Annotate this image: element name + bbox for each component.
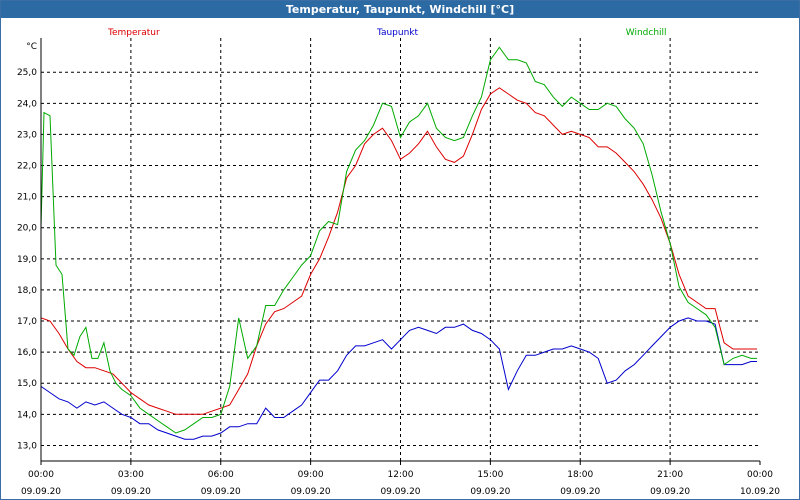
y-tick-label: 13,0: [17, 441, 37, 451]
y-tick-label: 19,0: [17, 255, 37, 265]
y-tick-label: 15,0: [17, 379, 37, 389]
x-tick-time: 03:00: [118, 470, 144, 480]
x-tick-date: 09.09.20: [650, 487, 690, 497]
y-tick-label: 18,0: [17, 286, 37, 296]
window-title: Temperatur, Taupunkt, Windchill [°C]: [1, 1, 799, 18]
legend-windchill: Windchill: [626, 28, 667, 38]
legend: Temperatur Taupunkt Windchill: [107, 28, 667, 38]
axes: [40, 38, 761, 465]
x-tick-time: 09:00: [298, 470, 324, 480]
legend-taupunkt: Taupunkt: [376, 28, 419, 38]
y-axis-unit: °C: [26, 42, 37, 52]
y-tick-label: 24,0: [17, 99, 37, 109]
x-tick-time: 15:00: [477, 470, 503, 480]
legend-temperatur: Temperatur: [107, 28, 160, 38]
x-tick-time: 00:00: [747, 470, 773, 480]
y-tick-label: 17,0: [17, 317, 37, 327]
y-tick-label: 20,0: [17, 224, 37, 234]
y-tick-label: 14,0: [17, 410, 37, 420]
series-group: [41, 46, 757, 440]
y-tick-label: 22,0: [17, 162, 37, 172]
series-line-temperatur: [41, 87, 757, 415]
grid: [41, 38, 760, 461]
x-tick-date: 09.09.20: [560, 487, 600, 497]
x-tick-time: 18:00: [567, 470, 593, 480]
y-tick-label: 25,0: [17, 68, 37, 78]
series-line-windchill: [41, 46, 757, 434]
x-tick-date: 09.09.20: [291, 487, 331, 497]
tick-labels: 13,0 14,0 15,0 16,0 17,0 18,0 19,0 20,0 21,0 22,0…: [17, 42, 780, 497]
x-tick-date: 09.09.20: [111, 487, 151, 497]
series-line-taupunkt: [41, 317, 757, 440]
x-tick-date: 09.09.20: [470, 487, 510, 497]
y-tick-label: 16,0: [17, 348, 37, 358]
x-tick-date: 09.09.20: [21, 487, 61, 497]
x-tick-time: 06:00: [208, 470, 234, 480]
x-tick-date: 09.09.20: [380, 487, 420, 497]
x-tick-time: 00:00: [28, 470, 54, 480]
line-chart: 13,0 14,0 15,0 16,0 17,0 18,0 19,0 20,0 21,0 22,0…: [17, 28, 780, 497]
x-tick-time: 12:00: [388, 470, 414, 480]
x-tick-date: 09.09.20: [201, 487, 241, 497]
y-tick-label: 21,0: [17, 193, 37, 203]
y-tick-label: 23,0: [17, 130, 37, 140]
x-tick-date: 10.09.20: [740, 487, 780, 497]
x-tick-time: 21:00: [657, 470, 683, 480]
